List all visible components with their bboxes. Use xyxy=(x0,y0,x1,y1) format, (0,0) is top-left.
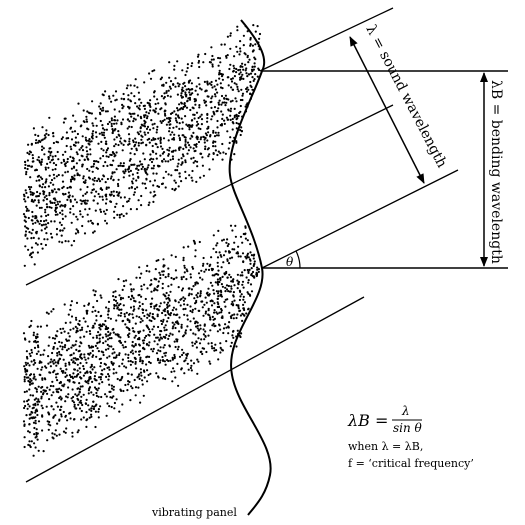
critical-frequency-text: f = ‘critical frequency’ xyxy=(348,457,474,470)
when-condition-text: when λ = λB, xyxy=(348,440,423,453)
wavefront-line-2 xyxy=(25,104,394,286)
theta-angle-arc xyxy=(295,250,301,269)
wavefront-line-3 xyxy=(261,169,459,269)
wavefront-line-4 xyxy=(25,296,365,483)
sound-wavelength-arrow xyxy=(349,36,425,184)
formula-lhs: λB = xyxy=(347,411,388,430)
wavefront-line-1 xyxy=(259,7,394,72)
theta-label: θ xyxy=(286,255,294,269)
vibrating-panel-label: vibrating panel xyxy=(151,506,237,519)
formula-numerator: λ xyxy=(401,404,410,418)
vibrating-panel-curve xyxy=(228,19,272,516)
sound-wave-band-lower xyxy=(22,224,260,457)
sound-wave-band-upper xyxy=(22,24,262,267)
formula-denominator: sin θ xyxy=(393,421,423,435)
bending-wavelength-label: λB = bending wavelength xyxy=(488,80,504,264)
